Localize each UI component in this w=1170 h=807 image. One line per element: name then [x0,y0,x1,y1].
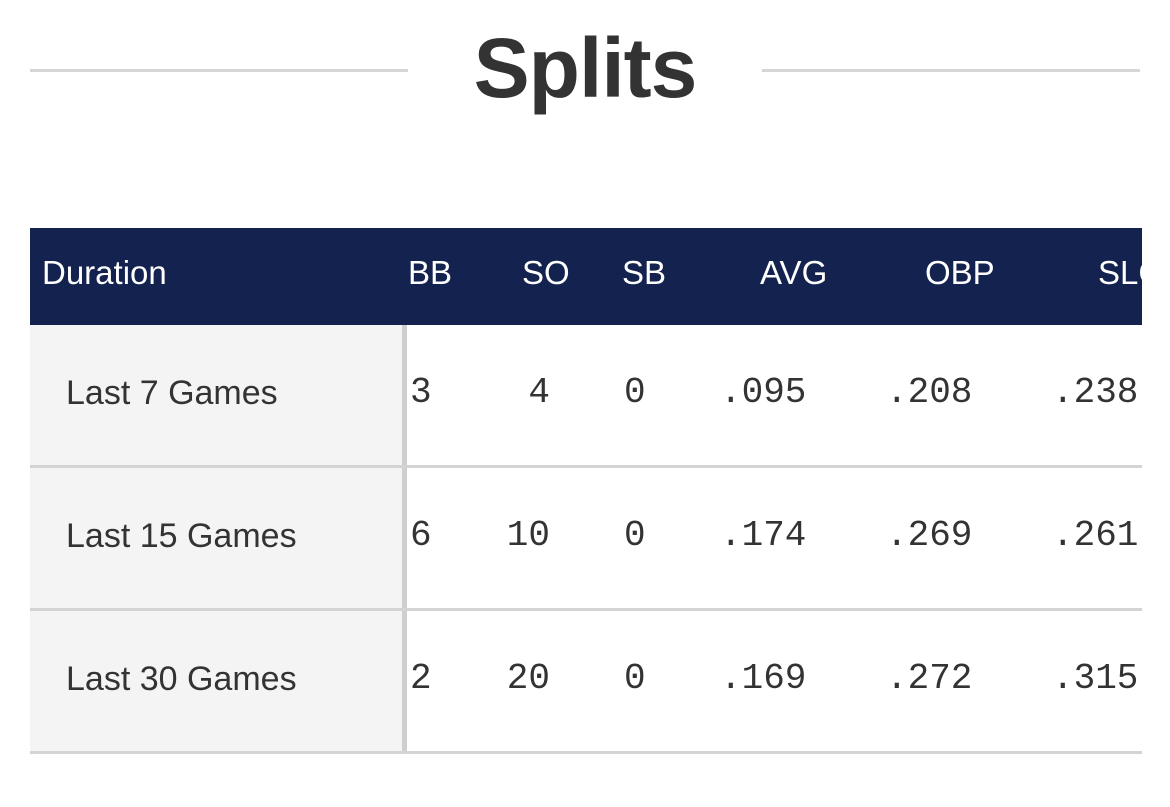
row-label: Last 15 Games [66,517,297,555]
stat-value: 0 [624,658,646,699]
stat-value: .238 [1052,372,1139,413]
title: Splits [473,21,698,115]
stat-value: .169 [720,658,807,699]
column-header: SO [522,254,570,291]
row-label: Last 7 Games [66,374,278,412]
row-label-cell [30,611,407,751]
stat-value: 0 [624,515,646,556]
column-header: Duration [42,254,167,291]
table-header: Duration BB SO SB AVG OBP SLG [30,228,1142,325]
stat-value: 6 [410,515,432,556]
stat-value: 0 [624,372,646,413]
stat-value: .315 [1052,658,1139,699]
table-row: Last 7 Games 3 4 0 .095 .208 .238 [30,325,1142,468]
table-row: Last 15 Games 6 10 0 .174 .269 .261 [30,468,1142,611]
stat-value: .261 [1052,515,1139,556]
stat-value: .272 [886,658,973,699]
stat-value: .174 [720,515,807,556]
stat-value: 2 [410,658,432,699]
stat-value: 20 [506,658,550,699]
stat-value: .208 [886,372,973,413]
stat-value: .095 [720,372,807,413]
row-label-cell [30,325,407,465]
column-header: SLG [1098,254,1142,291]
column-header: BB [408,254,453,291]
splits-table: Duration BB SO SB AVG OBP SLG Last 7 Games 3 4 0.… [30,228,1142,758]
row-label: Last 30 Games [66,660,297,698]
divider [30,69,408,72]
divider [762,69,1140,72]
column-header: OBP [925,254,995,291]
row-label-cell [30,468,407,608]
table-row: Last 30 Games 2 20 0 .169 .272 .315 [30,611,1142,754]
column-header: SB [622,254,667,291]
stat-value: .269 [886,515,973,556]
column-header: AVG [760,254,828,291]
stat-value: 4 [528,372,550,413]
stat-value: 10 [506,515,550,556]
stat-value: 3 [410,372,432,413]
